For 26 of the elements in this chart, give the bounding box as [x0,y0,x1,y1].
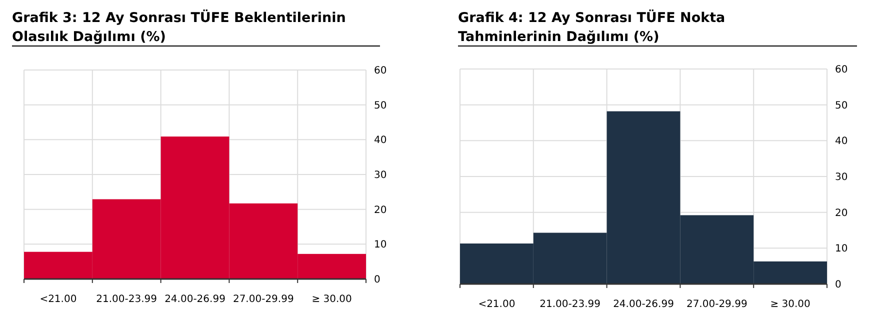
y-tick-label: 10 [835,244,848,255]
x-tick-label: 27.00-29.99 [232,294,294,305]
x-tick-label: <21.00 [478,299,516,310]
y-tick-label: 20 [374,204,387,216]
y-tick-label: 30 [835,172,848,183]
chart-title: Grafik 4: 12 Ay Sonrası TÜFE Nokta Tahminlerinin Dağılımı (%) [458,9,726,45]
x-tick-label: 21.00-23.99 [96,294,158,305]
x-tick-label: <21.00 [40,294,77,305]
y-tick-label: 0 [374,274,380,286]
y-tick-label: 60 [835,64,848,76]
x-tick-label: ≥ 30.00 [770,299,810,310]
y-tick-label: 60 [374,66,387,76]
y-tick-label: 50 [835,100,848,112]
chart-title: Grafik 3: 12 Ay Sonrası TÜFE Beklentilerinin Olasılık Dağılımı (%) [12,9,346,45]
x-tick-label: 24.00-26.99 [613,299,674,310]
y-tick-label: 20 [835,208,848,219]
y-tick-label: 40 [835,136,848,148]
y-tick-label: 40 [374,135,387,146]
x-tick-label: 24.00-26.99 [164,294,226,305]
x-tick-label: 21.00-23.99 [540,299,601,310]
y-tick-label: 30 [374,170,387,181]
y-tick-label: 50 [374,100,387,112]
y-tick-label: 10 [374,240,387,251]
x-tick-label: 27.00-29.99 [686,299,748,310]
x-tick-label: ≥ 30.00 [312,294,352,305]
y-tick-label: 0 [835,280,842,290]
